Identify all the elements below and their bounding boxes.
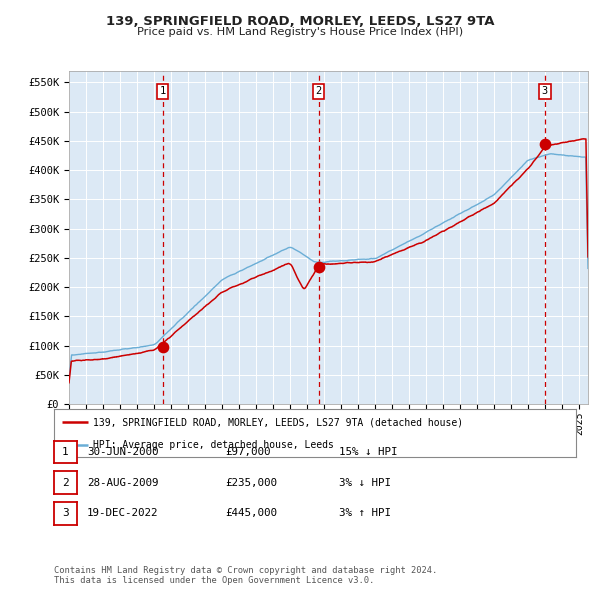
- Text: Contains HM Land Registry data © Crown copyright and database right 2024.
This d: Contains HM Land Registry data © Crown c…: [54, 566, 437, 585]
- Text: 3: 3: [62, 509, 69, 518]
- Text: 3: 3: [542, 86, 548, 96]
- Text: £235,000: £235,000: [225, 478, 277, 487]
- Text: 30-JUN-2000: 30-JUN-2000: [87, 447, 158, 457]
- Text: Price paid vs. HM Land Registry's House Price Index (HPI): Price paid vs. HM Land Registry's House …: [137, 27, 463, 37]
- Text: 19-DEC-2022: 19-DEC-2022: [87, 509, 158, 518]
- Text: 2: 2: [316, 86, 322, 96]
- Text: 139, SPRINGFIELD ROAD, MORLEY, LEEDS, LS27 9TA (detached house): 139, SPRINGFIELD ROAD, MORLEY, LEEDS, LS…: [93, 417, 463, 427]
- Text: £445,000: £445,000: [225, 509, 277, 518]
- Text: 2: 2: [62, 478, 69, 487]
- Point: [158, 343, 167, 352]
- Text: 139, SPRINGFIELD ROAD, MORLEY, LEEDS, LS27 9TA: 139, SPRINGFIELD ROAD, MORLEY, LEEDS, LS…: [106, 15, 494, 28]
- Text: 15% ↓ HPI: 15% ↓ HPI: [339, 447, 397, 457]
- Point: [540, 139, 550, 149]
- Text: £97,000: £97,000: [225, 447, 271, 457]
- Text: 1: 1: [160, 86, 166, 96]
- Text: 3% ↑ HPI: 3% ↑ HPI: [339, 509, 391, 518]
- Text: 28-AUG-2009: 28-AUG-2009: [87, 478, 158, 487]
- Text: 3% ↓ HPI: 3% ↓ HPI: [339, 478, 391, 487]
- Point: [314, 262, 323, 271]
- Text: HPI: Average price, detached house, Leeds: HPI: Average price, detached house, Leed…: [93, 440, 334, 450]
- Text: 1: 1: [62, 447, 69, 457]
